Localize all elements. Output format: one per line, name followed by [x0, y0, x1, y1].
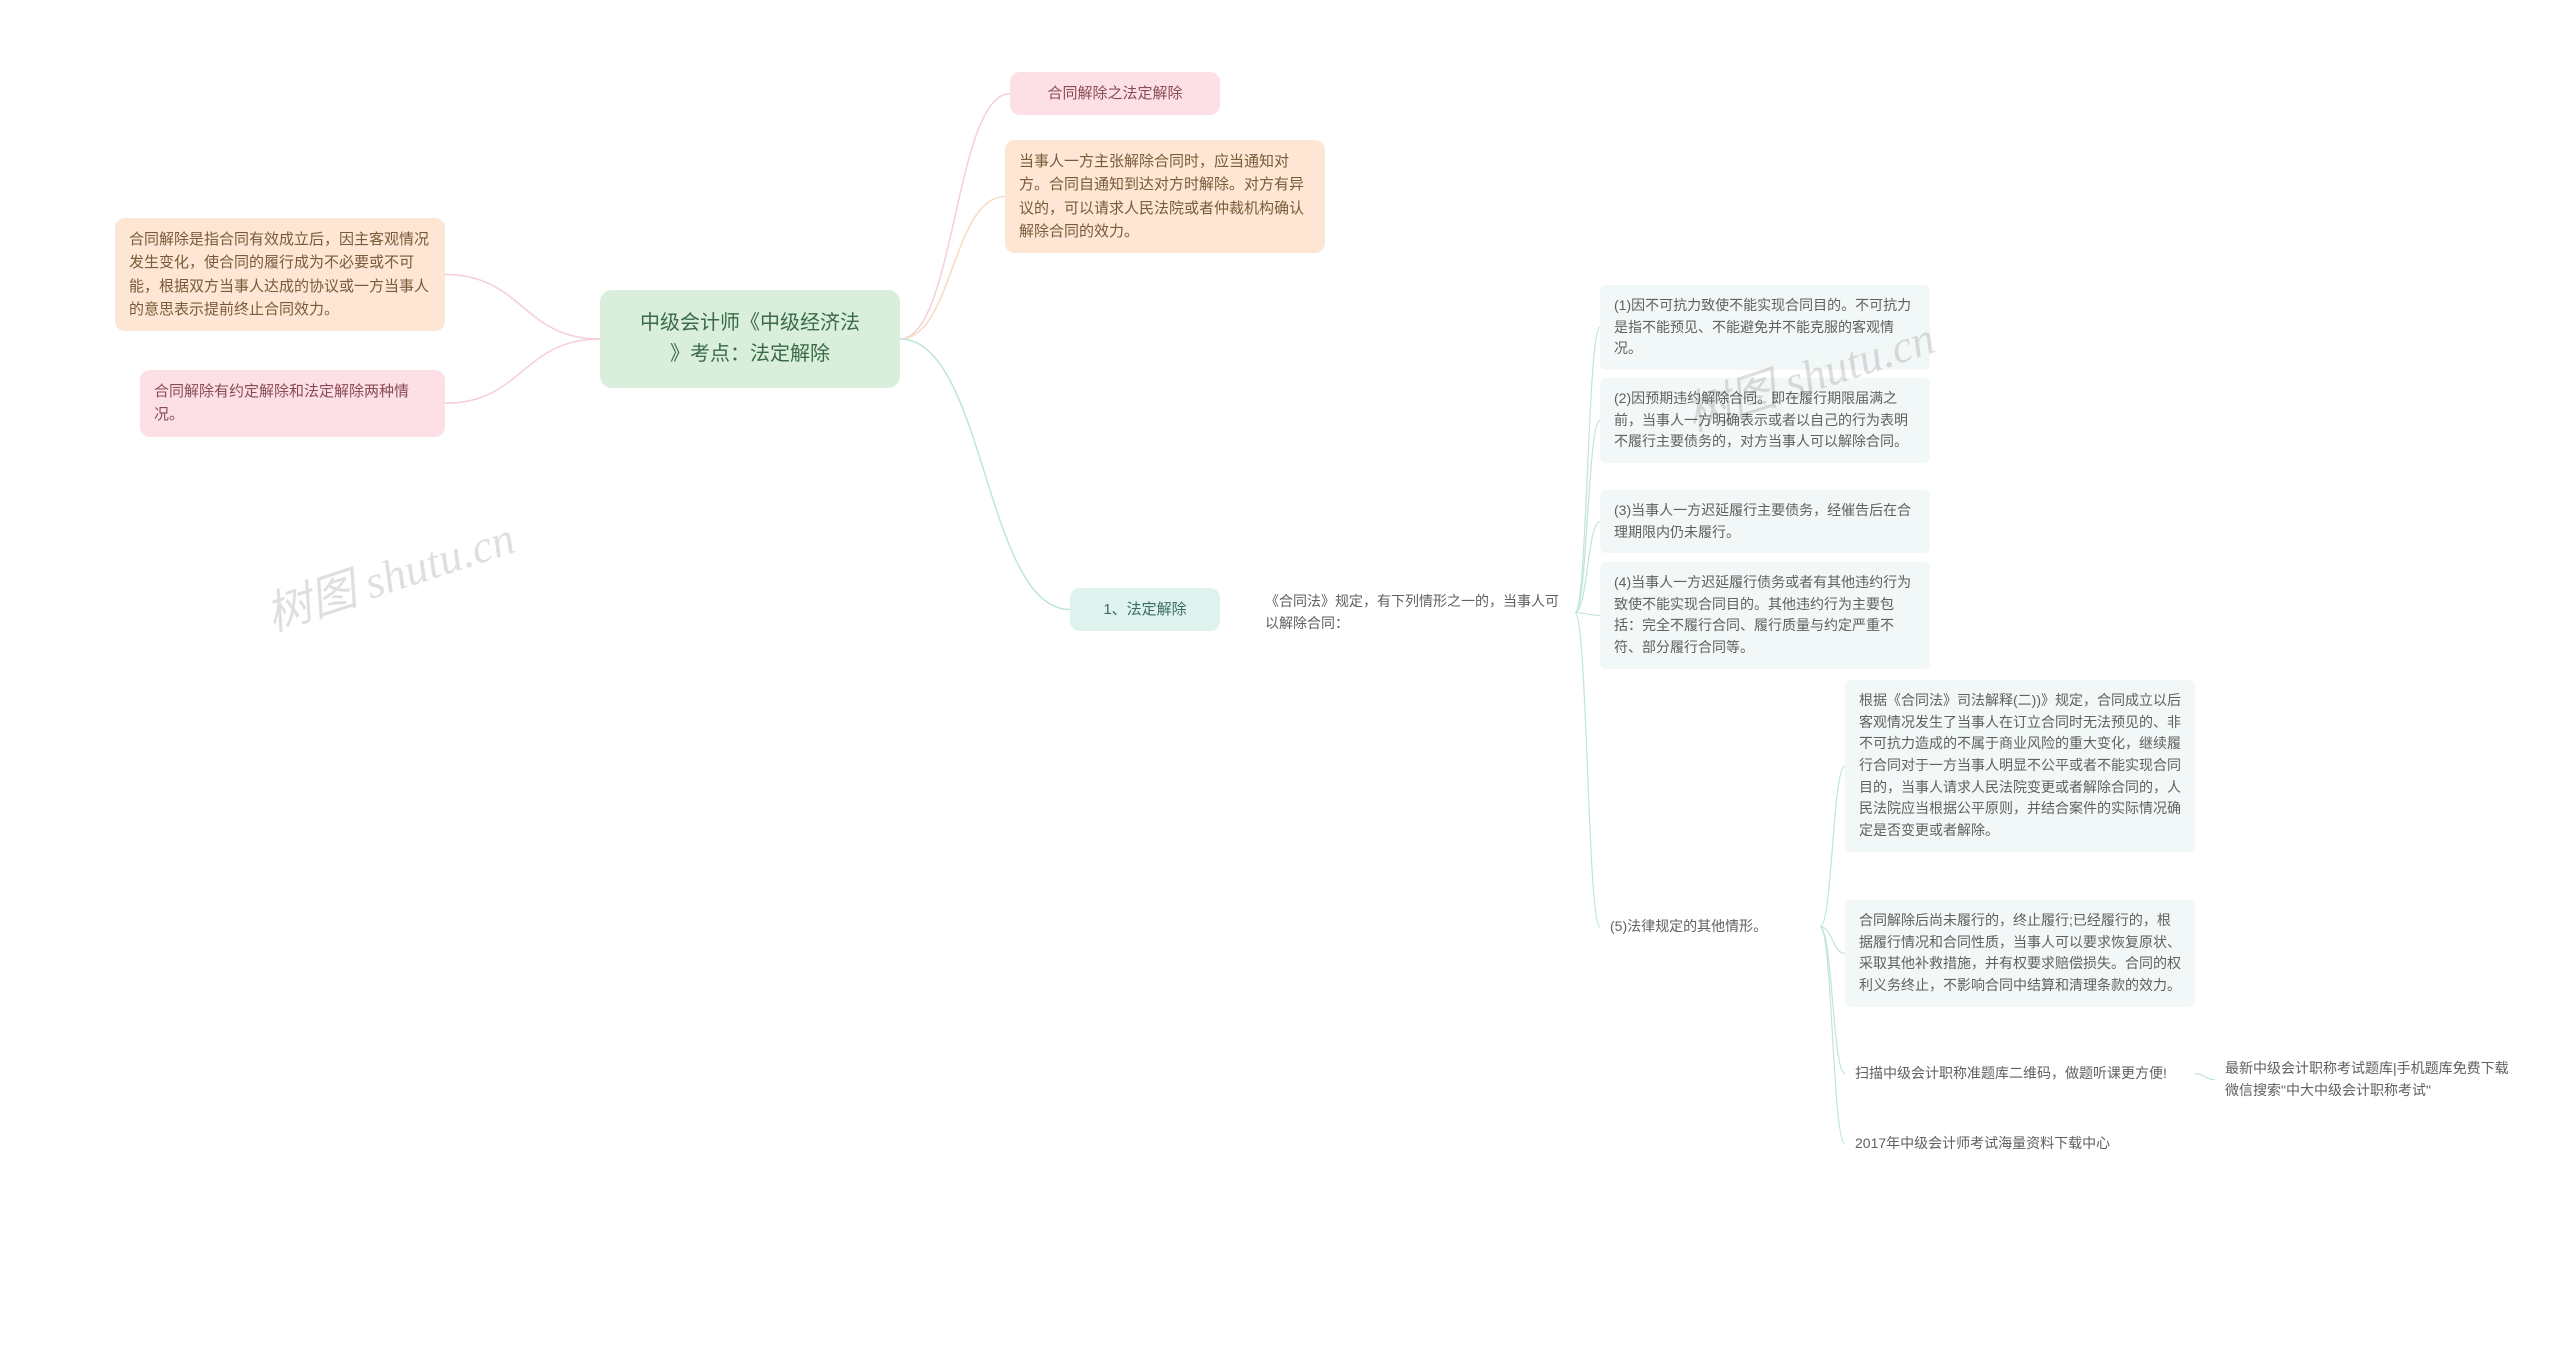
- edge: [900, 94, 1010, 339]
- edge: [1820, 927, 1845, 954]
- edge: [1575, 421, 1600, 613]
- node-r5c2: 最新中级会计职称考试题库|手机题库免费下载 微信搜索"中大中级会计职称考试": [2215, 1050, 2525, 1109]
- node-r5a: 根据《合同法》司法解释(二))》规定，合同成立以后客观情况发生了当事人在订立合同…: [1845, 680, 2195, 852]
- edge: [1820, 766, 1845, 927]
- node-r5c: 扫描中级会计职称准题库二维码，做题听课更方便!: [1845, 1055, 2195, 1093]
- edge: [900, 197, 1005, 340]
- edge: [2195, 1074, 2215, 1080]
- node-r2: (2)因预期违约解除合同。即在履行期限届满之前，当事人一方明确表示或者以自己的行…: [1600, 378, 1930, 463]
- edge: [1575, 328, 1600, 613]
- node-r5d: 2017年中级会计师考试海量资料下载中心: [1845, 1125, 2195, 1163]
- node-left2: 合同解除有约定解除和法定解除两种情况。: [140, 370, 445, 437]
- node-r3: (3)当事人一方迟延履行主要债务，经催告后在合理期限内仍未履行。: [1600, 490, 1930, 553]
- edge: [1575, 613, 1600, 927]
- node-left1: 合同解除是指合同有效成立后，因主客观情况发生变化，使合同的履行成为不必要或不可能…: [115, 218, 445, 331]
- node-r1: (1)因不可抗力致使不能实现合同目的。不可抗力是指不能预见、不能避免并不能克服的…: [1600, 285, 1930, 370]
- node-root: 中级会计师《中级经济法》考点：法定解除: [600, 290, 900, 388]
- edge: [1575, 522, 1600, 613]
- mindmap-canvas: 中级会计师《中级经济法》考点：法定解除 合同解除是指合同有效成立后，因主客观情况发…: [0, 0, 2560, 1365]
- node-r4: (4)当事人一方迟延履行债务或者有其他违约行为致使不能实现合同目的。其他违约行为…: [1600, 562, 1930, 669]
- node-sec1note: 《合同法》规定，有下列情形之一的，当事人可以解除合同：: [1255, 583, 1575, 642]
- edge: [1575, 613, 1600, 616]
- edge: [900, 339, 1070, 610]
- node-r5: (5)法律规定的其他情形。: [1600, 908, 1820, 946]
- node-top2: 当事人一方主张解除合同时，应当通知对方。合同自通知到达对方时解除。对方有异议的，…: [1005, 140, 1325, 253]
- node-r5b: 合同解除后尚未履行的，终止履行;已经履行的，根据履行情况和合同性质，当事人可以要…: [1845, 900, 2195, 1007]
- edge: [1820, 927, 1845, 1074]
- watermark: 树图 shutu.cn: [256, 502, 522, 645]
- edge: [445, 339, 600, 403]
- node-sec1: 1、法定解除: [1070, 588, 1220, 631]
- edge: [1820, 927, 1845, 1144]
- node-top1: 合同解除之法定解除: [1010, 72, 1220, 115]
- edge: [445, 275, 600, 340]
